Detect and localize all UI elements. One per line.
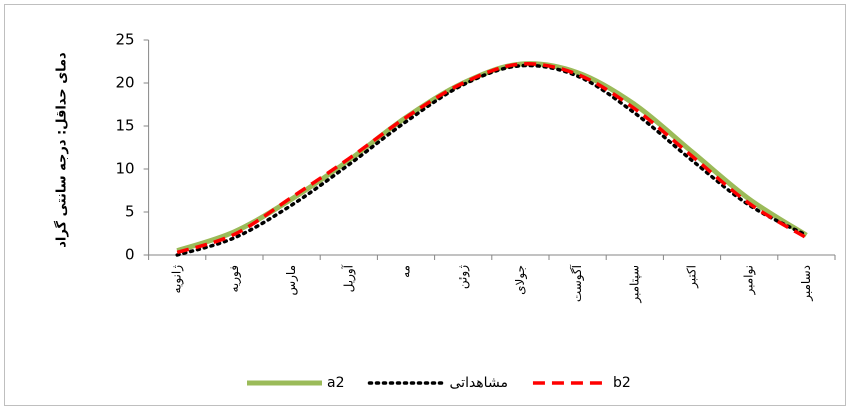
x-tick-label: مارس (284, 265, 299, 296)
x-tick-label: مه (399, 265, 413, 278)
y-tick-label: 20 (116, 74, 135, 92)
y-axis-title: دمای حداقل: درجه سانتی گراد (54, 52, 70, 248)
series-line (176, 62, 808, 255)
x-tick-label: نوامبر (742, 265, 757, 296)
x-tick-label: اکتبر (685, 265, 700, 289)
x-tick-label: فوریه (227, 265, 242, 293)
y-tick-label: 15 (116, 117, 135, 135)
x-tick-label: آوریل (340, 264, 356, 292)
y-tick-label: 5 (125, 203, 135, 221)
chart-border (4, 4, 846, 406)
y-tick-label: 10 (116, 160, 135, 178)
x-tick-label: آگوست (569, 264, 585, 302)
x-tick-label: جولای (513, 265, 528, 295)
legend-label: a2 (327, 375, 345, 391)
x-tick-label: سپتامبر (627, 265, 642, 304)
legend-label: b2 (613, 375, 631, 391)
x-tick-label: ژانویه (170, 265, 185, 294)
legend-label: مشاهداتی (450, 375, 508, 391)
x-tick-label: ژوئن (456, 265, 471, 289)
y-tick-label: 25 (116, 31, 135, 49)
y-tick-label: 0 (125, 246, 135, 264)
x-tick-label: دسامبر (799, 265, 814, 302)
